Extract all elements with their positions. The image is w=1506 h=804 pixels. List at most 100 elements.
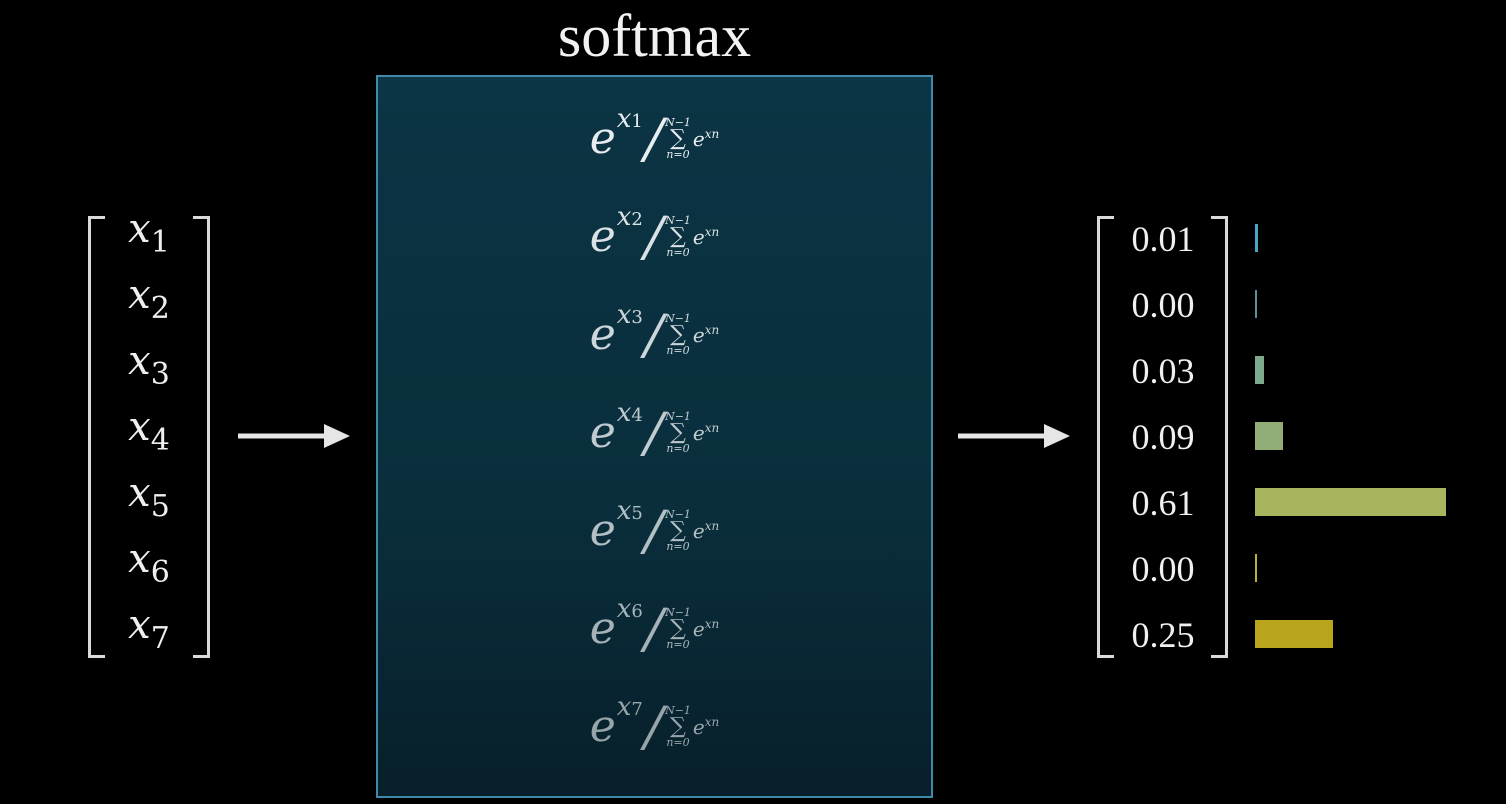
sum-term-var: x: [704, 322, 712, 337]
summation: N−1 ∑ n=0: [665, 606, 691, 651]
exp-var: x: [616, 299, 632, 330]
sum-lower-limit: n=0: [666, 441, 690, 455]
exp-var: x: [616, 201, 632, 232]
sum-term-var: x: [704, 420, 712, 435]
input-var: x: [128, 206, 151, 252]
exp-base: e: [589, 113, 616, 164]
exp-base: e: [589, 309, 616, 360]
probability-bar: [1255, 356, 1264, 384]
sum-term-base: e: [692, 224, 705, 249]
exp-subscript: 1: [631, 110, 643, 132]
sum-term-exponent: xn: [705, 323, 720, 337]
sum-term-sub: n: [711, 420, 720, 435]
input-subscript: 6: [150, 555, 170, 590]
sum-upper-limit: N−1: [665, 409, 691, 423]
input-var: x: [128, 338, 151, 384]
input-left-bracket: [88, 216, 105, 658]
exp-var: x: [616, 397, 632, 428]
sum-term: exn: [693, 617, 719, 641]
sum-term-exponent: xn: [705, 421, 720, 435]
exp-var: x: [616, 691, 632, 722]
softmax-formula: e x1/N−1 ∑ n=0 exn: [378, 104, 931, 171]
input-subscript: 3: [150, 357, 170, 392]
input-entry: x2: [104, 272, 194, 326]
sum-upper-limit: N−1: [665, 507, 691, 521]
sum-term: exn: [693, 519, 719, 543]
sum-lower-limit: n=0: [666, 147, 690, 161]
sum-term-base: e: [692, 518, 705, 543]
softmax-formula: e x4/N−1 ∑ n=0 exn: [378, 398, 931, 465]
sum-upper-limit: N−1: [665, 115, 691, 129]
exp-exponent: x1: [617, 104, 643, 134]
exp-exponent: x4: [617, 398, 643, 428]
sum-term-sub: n: [711, 518, 720, 533]
input-entry: x5: [104, 470, 194, 524]
softmax-formula: e x3/N−1 ∑ n=0 exn: [378, 300, 931, 367]
sum-lower-limit: n=0: [666, 735, 690, 749]
sum-term: exn: [693, 715, 719, 739]
sum-term: exn: [693, 323, 719, 347]
input-entry: x4: [104, 404, 194, 458]
output-left-bracket: [1097, 216, 1114, 658]
input-right-bracket: [193, 216, 210, 658]
exp-subscript: 2: [631, 208, 643, 230]
summation: N−1 ∑ n=0: [665, 312, 691, 357]
output-value: 0.09: [1131, 417, 1195, 457]
input-subscript: 5: [150, 489, 170, 524]
output-value: 0.25: [1131, 615, 1195, 655]
summation: N−1 ∑ n=0: [665, 115, 691, 161]
summation: N−1 ∑ n=0: [665, 213, 691, 259]
sum-upper-limit: N−1: [665, 703, 691, 717]
sum-term-var: x: [704, 714, 712, 729]
output-value: 0.03: [1131, 351, 1195, 391]
probability-bar: [1255, 224, 1258, 252]
exp-exponent: x2: [617, 202, 643, 232]
input-var: x: [128, 470, 151, 516]
sum-term: exn: [693, 225, 719, 249]
summation: N−1 ∑ n=0: [665, 507, 691, 553]
input-subscript: 4: [150, 423, 170, 458]
sum-lower-limit: n=0: [666, 245, 690, 259]
softmax-panel: e x1/N−1 ∑ n=0 exn e x2/N−1 ∑ n=0 exn e x3/N−1 ∑ n=0 e…: [376, 75, 933, 798]
exp-exponent: x3: [617, 300, 643, 330]
sum-symbol: ∑: [670, 125, 686, 151]
input-subscript: 7: [150, 621, 170, 656]
sum-term-exponent: xn: [705, 519, 720, 533]
sum-term-base: e: [692, 616, 705, 641]
input-subscript: 1: [150, 225, 170, 260]
softmax-formula: e x6/N−1 ∑ n=0 exn: [378, 594, 931, 661]
sum-symbol: ∑: [670, 223, 686, 249]
sum-term-var: x: [704, 518, 712, 533]
exp-subscript: 3: [631, 306, 643, 328]
sum-term: exn: [693, 127, 719, 151]
input-var: x: [128, 536, 151, 582]
input-var: x: [128, 272, 151, 318]
input-entry: x3: [104, 338, 194, 392]
output-value: 0.61: [1131, 483, 1195, 523]
sum-term-sub: n: [711, 224, 720, 239]
sum-term: exn: [693, 421, 719, 445]
sum-term-sub: n: [711, 322, 720, 337]
exp-base: e: [589, 505, 616, 556]
probability-bar: [1255, 290, 1257, 318]
softmax-formula: e x7/N−1 ∑ n=0 exn: [378, 691, 931, 759]
probability-bar: [1255, 488, 1446, 516]
sum-symbol: ∑: [670, 615, 686, 641]
exp-subscript: 4: [631, 404, 643, 426]
exp-subscript: 6: [631, 600, 643, 622]
sum-symbol: ∑: [670, 713, 686, 739]
output-right-bracket: [1211, 216, 1228, 658]
probability-bar: [1255, 422, 1283, 450]
exp-base: e: [589, 603, 616, 654]
input-var: x: [128, 602, 151, 648]
sum-term-base: e: [692, 126, 705, 151]
sum-upper-limit: N−1: [665, 213, 691, 227]
exp-var: x: [616, 103, 632, 134]
probability-bar: [1255, 620, 1333, 648]
sum-term-var: x: [704, 126, 712, 141]
arrow-right-icon: [958, 424, 1070, 448]
sum-term-sub: n: [711, 616, 720, 631]
exp-subscript: 5: [631, 502, 643, 524]
exp-var: x: [616, 495, 632, 526]
input-entry: x7: [104, 602, 194, 656]
